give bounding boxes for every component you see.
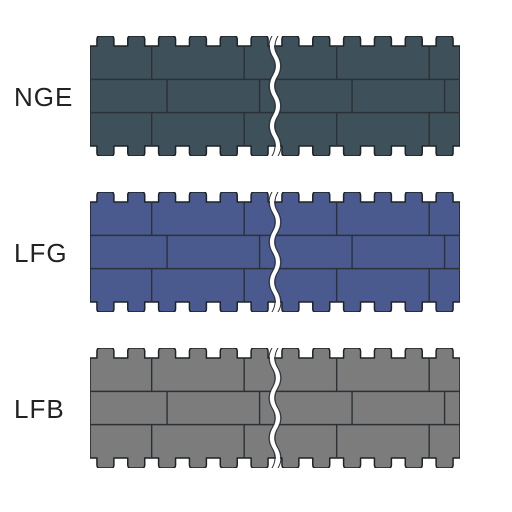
belt-label: NGE <box>14 82 73 113</box>
belt-graphic <box>90 192 460 312</box>
belt-graphic <box>90 36 460 156</box>
belt-graphic <box>90 348 460 468</box>
belt-label: LFG <box>14 238 68 269</box>
belt-svg-lfb <box>90 348 460 468</box>
belt-svg-lfg <box>90 192 460 312</box>
belt-diagram: { "diagram": { "type": "infographic", "b… <box>0 0 512 512</box>
belt-label: LFB <box>14 394 65 425</box>
belt-svg-nge <box>90 36 460 156</box>
